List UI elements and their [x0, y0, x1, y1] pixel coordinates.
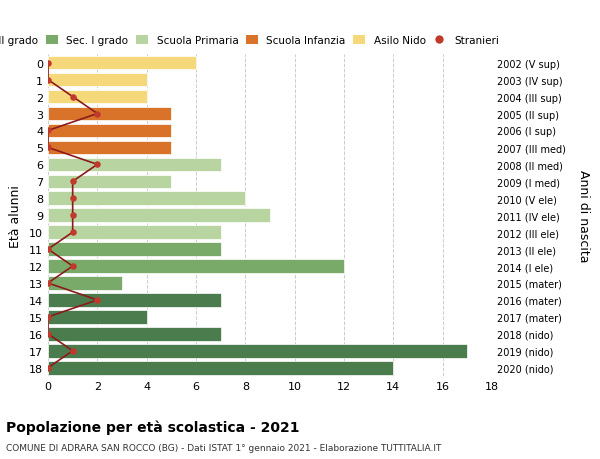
Point [43, 145, 53, 152]
Bar [48, 310, 146, 324]
Point [43, 364, 53, 372]
Bar [48, 361, 394, 375]
Point [68, 347, 77, 355]
Bar [48, 90, 146, 104]
Bar [48, 277, 122, 290]
Point [68, 94, 77, 101]
Bar [48, 74, 146, 87]
Y-axis label: Anni di nascita: Anni di nascita [577, 169, 590, 262]
Bar [48, 260, 344, 273]
Point [43, 77, 53, 84]
Text: Popolazione per età scolastica - 2021: Popolazione per età scolastica - 2021 [6, 420, 299, 435]
Bar [48, 158, 221, 172]
Bar [48, 327, 221, 341]
Bar [48, 226, 221, 240]
Bar [48, 344, 467, 358]
Point [43, 313, 53, 321]
Point [43, 330, 53, 338]
Text: COMUNE DI ADRARA SAN ROCCO (BG) - Dati ISTAT 1° gennaio 2021 - Elaborazione TUTT: COMUNE DI ADRARA SAN ROCCO (BG) - Dati I… [6, 443, 442, 452]
Bar [48, 124, 172, 138]
Bar [48, 293, 221, 307]
Point [68, 229, 77, 236]
Bar [48, 57, 196, 70]
Point [43, 280, 53, 287]
Point [43, 60, 53, 67]
Point [92, 111, 102, 118]
Bar [48, 243, 221, 256]
Bar [48, 175, 172, 189]
Point [92, 161, 102, 168]
Point [68, 195, 77, 202]
Bar [48, 107, 172, 121]
Y-axis label: Età alunni: Età alunni [9, 185, 22, 247]
Point [43, 246, 53, 253]
Point [92, 297, 102, 304]
Bar [48, 209, 270, 223]
Point [68, 212, 77, 219]
Bar [48, 192, 245, 206]
Legend: Sec. II grado, Sec. I grado, Scuola Primaria, Scuola Infanzia, Asilo Nido, Stran: Sec. II grado, Sec. I grado, Scuola Prim… [0, 31, 503, 50]
Point [43, 128, 53, 135]
Point [68, 263, 77, 270]
Bar [48, 141, 172, 155]
Point [68, 178, 77, 185]
